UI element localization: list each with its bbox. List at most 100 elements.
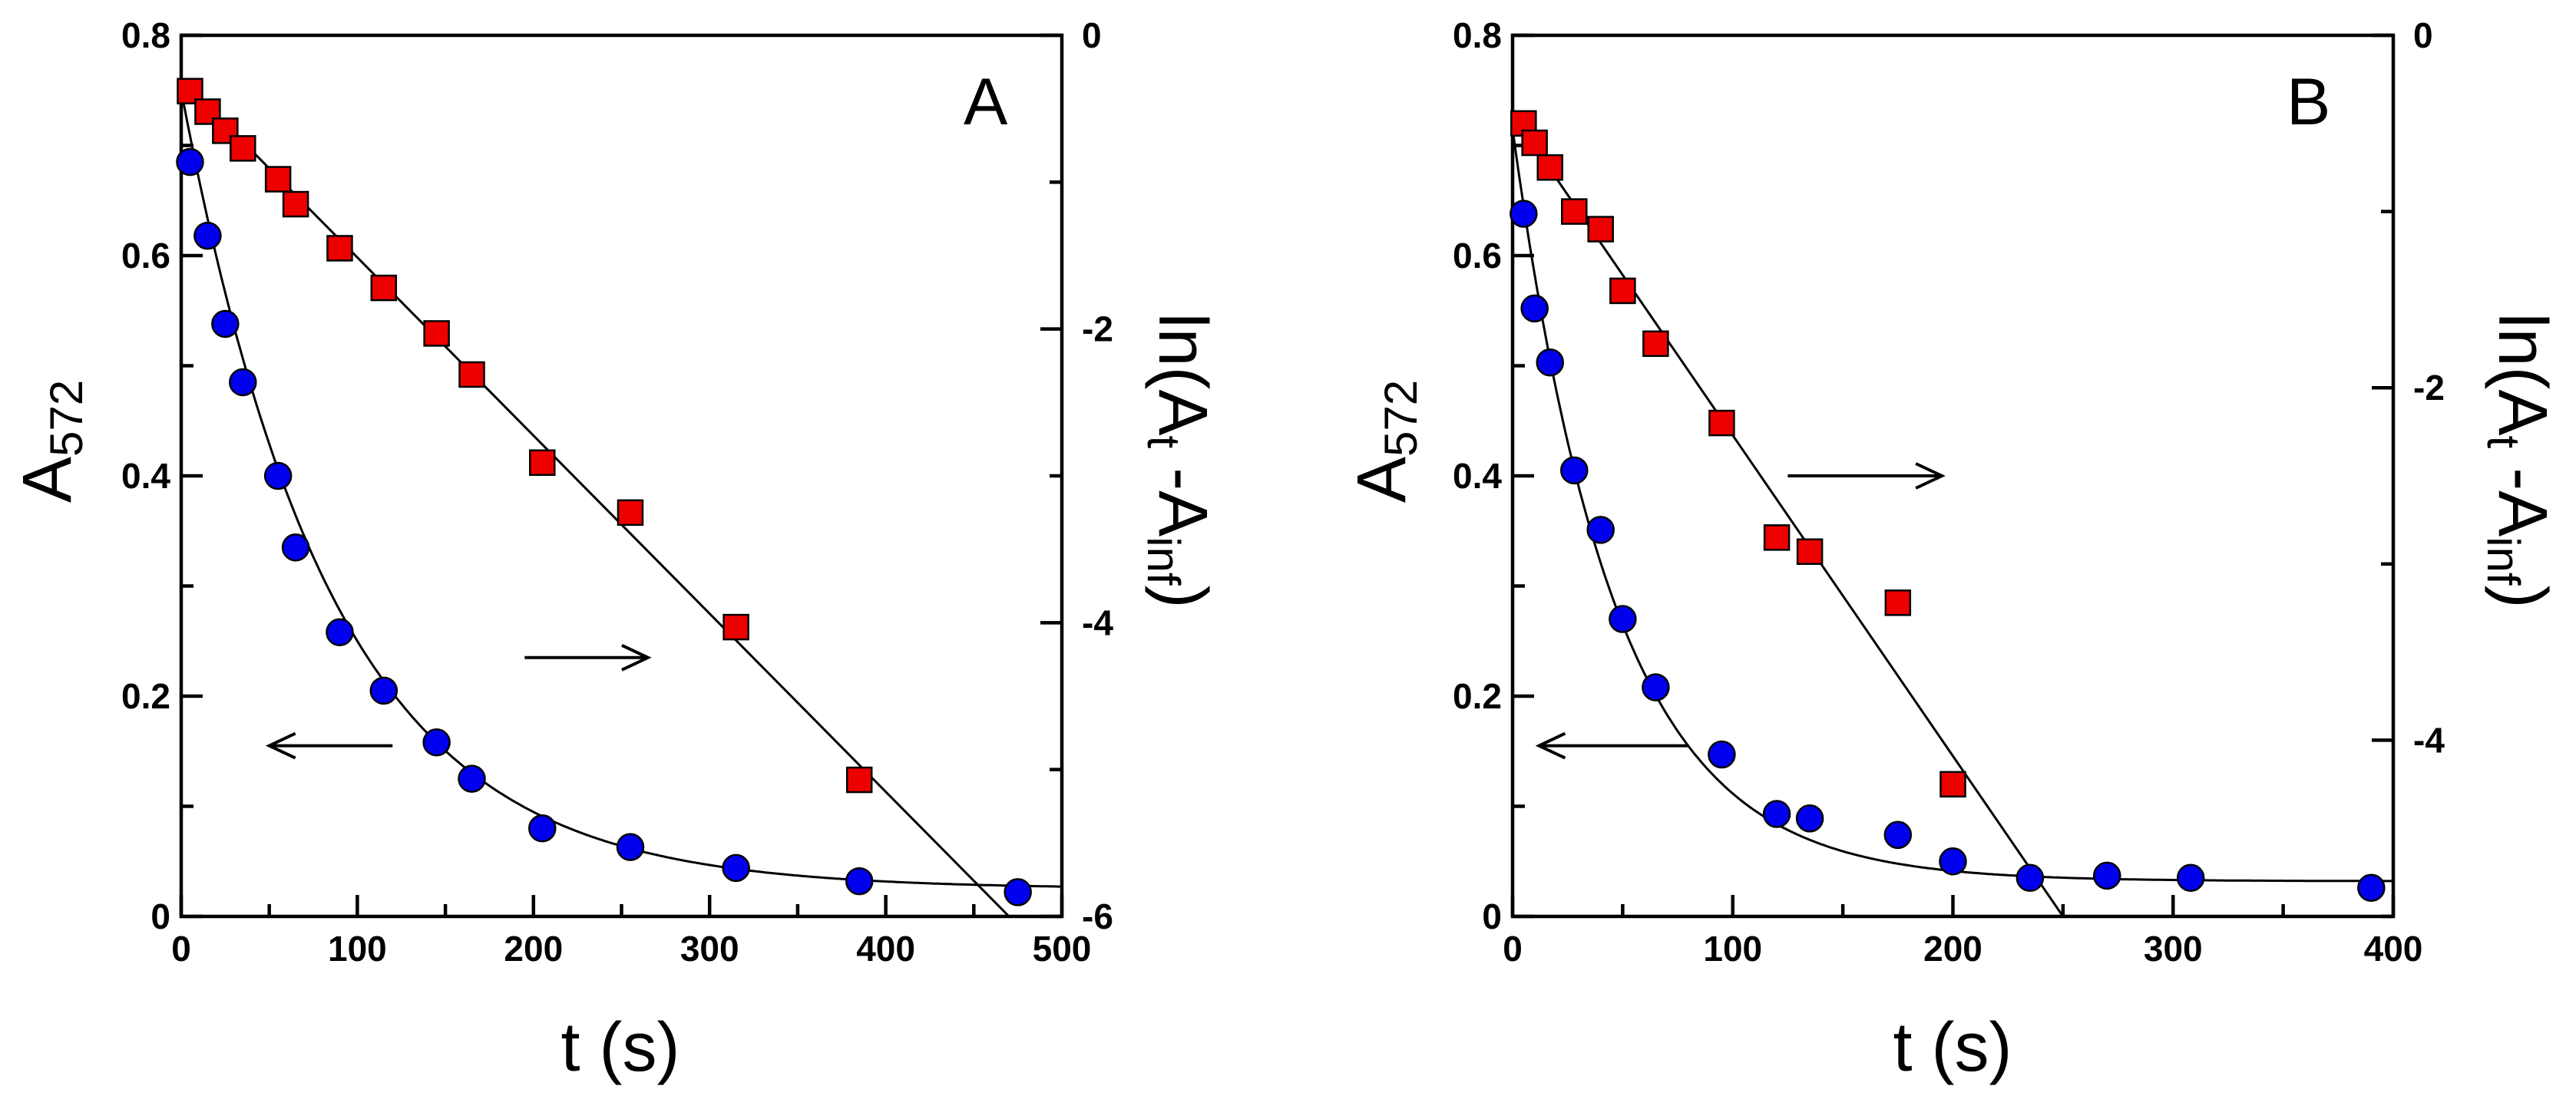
- panel-label: A: [964, 65, 1008, 139]
- data-point-circle: [369, 676, 398, 705]
- y2-tick-label: 0: [1082, 15, 1102, 55]
- y2-axis-title: ln(At -Ainf): [2478, 312, 2561, 608]
- y-tick-label: 0: [150, 896, 170, 936]
- data-point-circle: [281, 533, 310, 562]
- x-axis-title: t (s): [561, 1009, 680, 1086]
- y-tick-label: 0.2: [1453, 676, 1502, 716]
- y-axis-title-sub: 572: [41, 380, 92, 457]
- y-tick-label: 0.2: [121, 676, 170, 716]
- data-point-circle: [2015, 863, 2045, 893]
- plot-frame: [179, 33, 1064, 919]
- x-tick-label: 100: [1703, 929, 1762, 969]
- data-point-circle: [2357, 873, 2386, 902]
- data-point-circle: [1560, 456, 1589, 485]
- data-point-circle: [1883, 820, 1913, 850]
- arrow-left-icon: [1535, 731, 1689, 760]
- data-point-square: [617, 499, 644, 527]
- data-point-circle: [1939, 847, 1967, 876]
- y2-tick-label: -4: [2413, 720, 2445, 760]
- y2-axis-title-b: t: [1138, 436, 1189, 449]
- y-tick-label: 0.8: [121, 15, 170, 55]
- data-point-square: [370, 274, 398, 302]
- y2-axis-title-e: ): [1144, 586, 1221, 609]
- data-point-circle: [229, 368, 257, 397]
- arrow-right-icon: [524, 643, 652, 672]
- x-tick-label: 400: [856, 929, 915, 969]
- y2-axis-title-e: ): [2484, 586, 2561, 609]
- data-point-square: [1939, 771, 1966, 798]
- data-point-square: [264, 166, 292, 193]
- data-point-circle: [616, 833, 645, 861]
- data-point-square: [1609, 277, 1636, 305]
- y2-tick-label: 0: [2413, 15, 2433, 55]
- data-point-circle: [1510, 200, 1538, 228]
- data-point-circle: [1536, 348, 1564, 377]
- data-point-circle: [845, 867, 874, 896]
- y-tick-label: 0.4: [121, 456, 170, 496]
- y-axis-title-sub: 572: [1375, 380, 1427, 457]
- arrow-left-icon: [266, 731, 393, 760]
- data-point-square: [529, 449, 556, 477]
- x-axis-title: t (s): [1893, 1009, 2012, 1086]
- x-tick-label: 300: [680, 929, 739, 969]
- exponential-fit-line: [181, 90, 1062, 888]
- data-point-square: [1587, 216, 1614, 243]
- y-tick-label: 0.6: [1453, 236, 1502, 276]
- y2-axis-title-d: inf: [2478, 536, 2529, 586]
- panel-label: B: [2287, 65, 2330, 139]
- arrow-right-icon: [1787, 462, 1946, 490]
- data-point-square: [1796, 538, 1824, 565]
- y2-axis-title-d: inf: [1138, 536, 1189, 586]
- x-tick-label: 0: [1503, 929, 1523, 969]
- data-point-circle: [1795, 804, 1824, 833]
- y-axis-title-main: A: [9, 457, 86, 503]
- linear-fit-line: [1513, 114, 2065, 916]
- data-point-square: [230, 135, 256, 162]
- data-point-circle: [1762, 800, 1791, 828]
- data-point-square: [1561, 198, 1588, 225]
- x-tick-label: 400: [2364, 929, 2423, 969]
- data-point-circle: [263, 461, 293, 490]
- x-tick-label: 200: [1923, 929, 1982, 969]
- data-point-circle: [1708, 740, 1736, 769]
- y-tick-label: 0.6: [121, 236, 170, 276]
- x-tick-label: 500: [1033, 929, 1092, 969]
- panel-a: A t (s) A572 ln(At -Ainf) 0 100 200 300 400 5…: [9, 15, 1221, 1086]
- exponential-fit-line: [1513, 128, 2393, 883]
- data-point-circle: [528, 814, 557, 843]
- x-tick-label: 300: [2144, 929, 2203, 969]
- data-point-square: [845, 766, 873, 794]
- data-point-circle: [176, 147, 204, 177]
- data-point-square: [1708, 409, 1735, 437]
- data-point-square: [326, 235, 353, 262]
- data-point-circle: [2092, 861, 2121, 890]
- data-point-circle: [422, 728, 451, 757]
- y2-tick-label: -4: [1082, 603, 1113, 642]
- data-point-circle: [1520, 294, 1549, 323]
- y2-axis-title-c: -A: [1144, 448, 1221, 536]
- data-point-square: [723, 613, 749, 641]
- x-tick-label: 100: [328, 929, 387, 969]
- y2-axis-title: ln(At -Ainf): [1138, 312, 1221, 608]
- panel-b: B t (s) A572 ln(At -Ainf) 0 100 200 300 400 0…: [1344, 15, 2561, 1086]
- data-point-square: [423, 320, 450, 347]
- data-point-square: [1763, 524, 1791, 551]
- y2-axis-title-a: ln(A: [2484, 312, 2561, 435]
- data-point-circle: [193, 221, 222, 250]
- data-point-circle: [1586, 516, 1615, 544]
- y-axis-title-main: A: [1344, 457, 1420, 503]
- data-point-circle: [326, 618, 354, 647]
- y2-axis-title-c: -A: [2484, 448, 2561, 536]
- y2-tick-label: -6: [1082, 896, 1113, 936]
- y-tick-label: 0.8: [1453, 15, 1502, 55]
- y2-axis-title-b: t: [2478, 436, 2529, 449]
- data-point-circle: [1004, 878, 1032, 906]
- y2-axis-title-a: ln(A: [1144, 312, 1221, 435]
- data-point-square: [1521, 129, 1548, 157]
- data-point-circle: [458, 764, 486, 793]
- data-point-circle: [1642, 673, 1670, 702]
- data-point-square: [282, 190, 309, 218]
- x-tick-label: 0: [171, 929, 191, 969]
- y-tick-label: 0.4: [1453, 456, 1502, 496]
